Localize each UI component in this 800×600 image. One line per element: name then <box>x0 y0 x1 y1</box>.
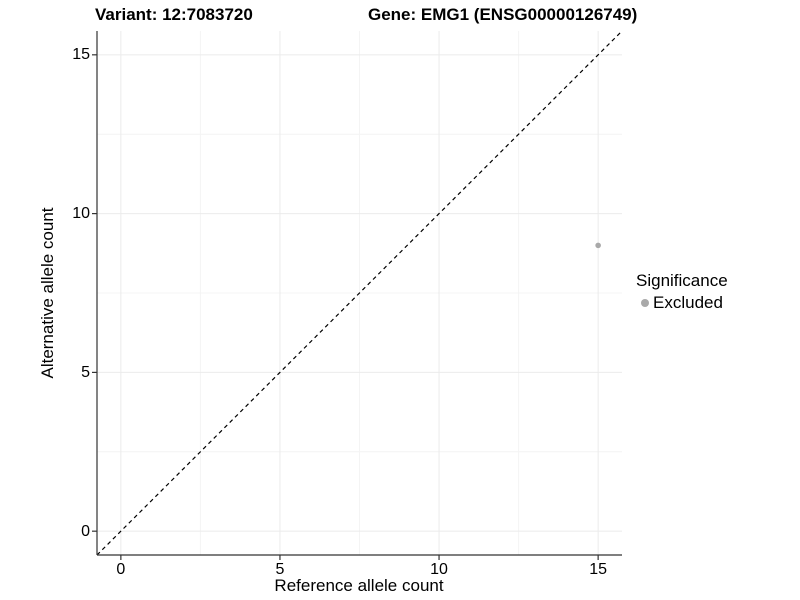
gene-title: Gene: EMG1 (ENSG00000126749) <box>368 5 638 24</box>
x-tick-label: 15 <box>589 561 608 578</box>
x-tick-label: 10 <box>430 561 448 578</box>
y-tick-label: 15 <box>72 46 90 64</box>
legend: Significance Excluded <box>636 271 728 312</box>
legend-title: Significance <box>636 271 728 290</box>
legend-item: Excluded <box>636 293 728 312</box>
x-axis-title: Reference allele count <box>274 576 444 595</box>
y-tick-label: 10 <box>72 205 90 223</box>
x-tick-label: 5 <box>275 561 285 578</box>
x-tick-label: 0 <box>116 561 126 578</box>
legend-point-icon <box>640 298 649 307</box>
y-axis-title: Alternative allele count <box>38 207 57 379</box>
y-tick-label: 0 <box>81 522 90 540</box>
variant-title: Variant: 12:7083720 <box>95 5 253 24</box>
y-tick-label: 5 <box>81 363 90 381</box>
data-point <box>595 242 601 249</box>
legend-items: Excluded <box>636 293 728 312</box>
legend-key <box>636 298 653 307</box>
legend-item-label: Excluded <box>653 293 723 312</box>
identity-dashed-line <box>96 30 623 556</box>
